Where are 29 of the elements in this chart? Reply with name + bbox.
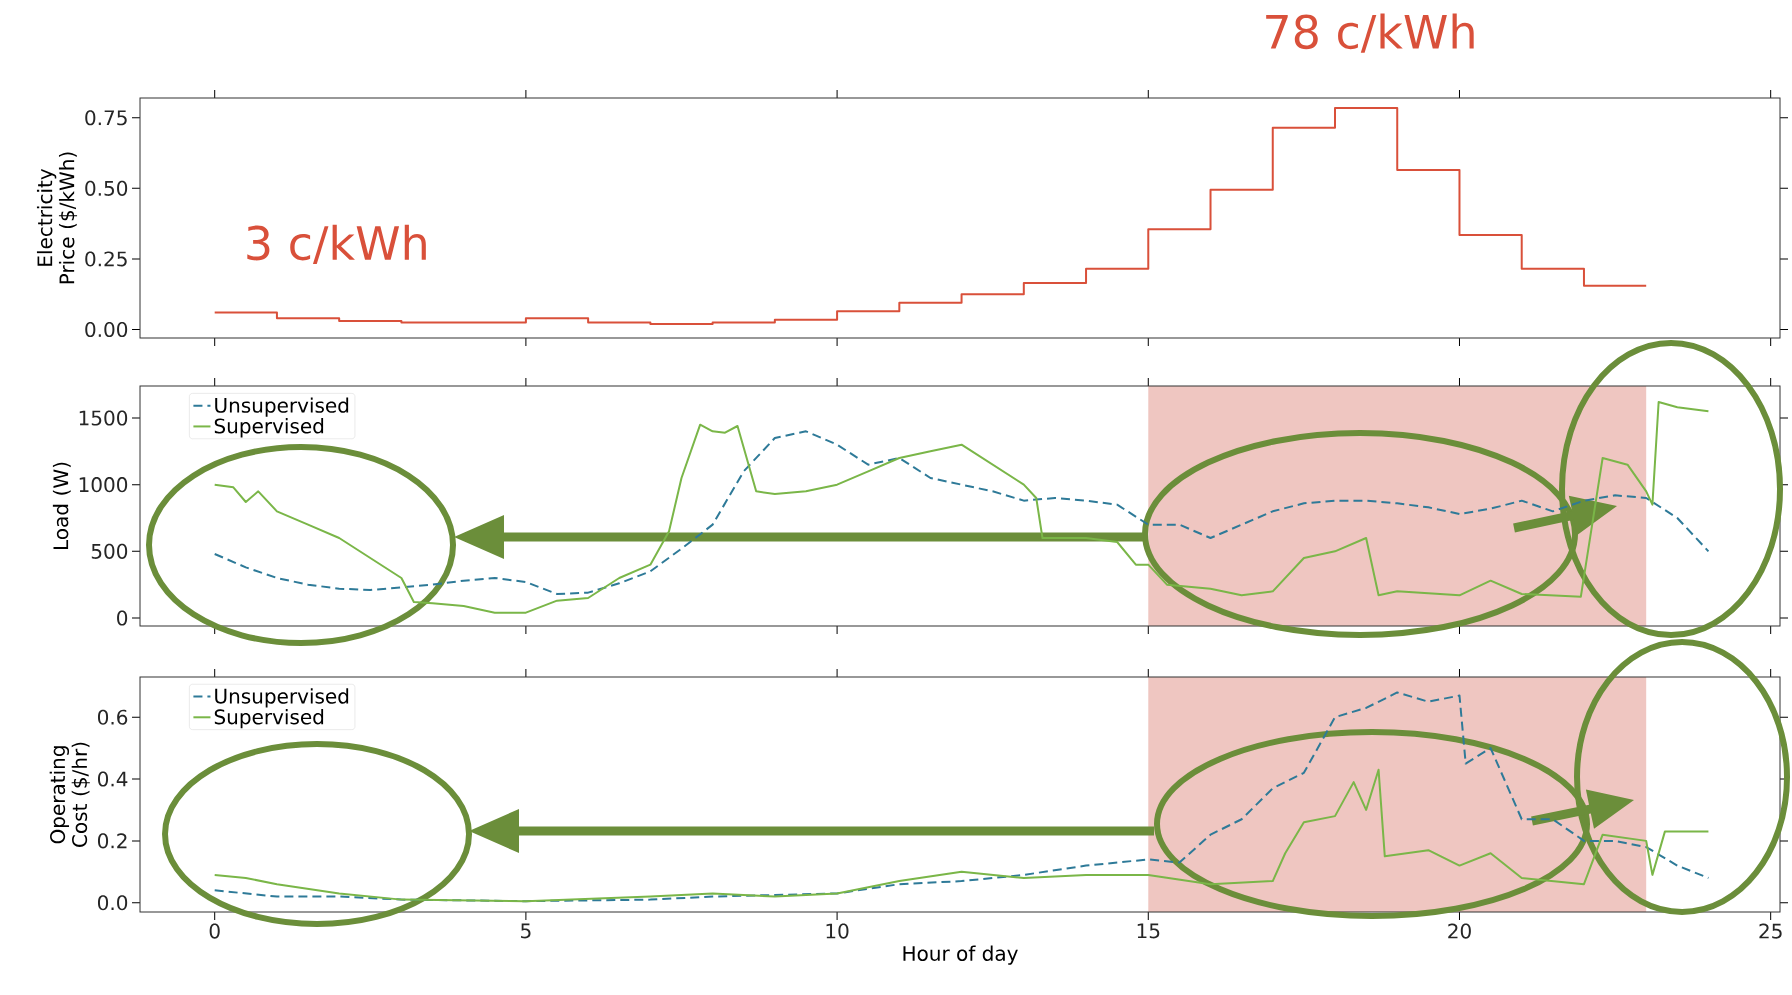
y-tick-label: 0.0: [97, 895, 128, 911]
y-tick-label: 0.25: [85, 251, 127, 267]
y-tick-label: 500: [91, 543, 128, 559]
y-tick-label: 0: [117, 610, 128, 626]
legend-label: Supervised: [214, 418, 324, 438]
y-tick-label: 0.00: [85, 321, 128, 338]
x-tick-label: 20: [1448, 923, 1471, 939]
y-axis-title: Electricity Price ($/kWh): [36, 152, 78, 284]
y-axis-title: Load (W): [52, 462, 71, 550]
x-tick-label: 10: [826, 923, 849, 939]
x-tick-label: 15: [1137, 923, 1160, 939]
x-tick-label: 5: [521, 923, 531, 939]
y-tick-label: 0.6: [97, 709, 128, 725]
y-axis-title: Operating Cost ($/hr): [49, 742, 90, 847]
x-axis-title: Hour of day: [903, 945, 1018, 965]
y-tick-label: 0.4: [97, 771, 128, 787]
y-tick-label: 0.50: [85, 180, 128, 196]
x-tick-label: 25: [1759, 923, 1782, 939]
legend-label: Unsupervised: [215, 688, 349, 708]
line-series: [213, 768, 1710, 903]
y-tick-label: 0.75: [85, 110, 127, 126]
y-tick-label: 1000: [79, 477, 128, 493]
legend-label: Unsupervised: [215, 397, 349, 417]
y-tick-label: 0.2: [97, 833, 127, 849]
legend-label: Supervised: [214, 708, 324, 729]
x-tick-label: 0: [209, 923, 220, 939]
text: 78 c/kWh: [1266, 13, 1474, 53]
annotation: 3 c/kWh: [247, 224, 426, 264]
y-tick-label: 1500: [79, 410, 128, 426]
